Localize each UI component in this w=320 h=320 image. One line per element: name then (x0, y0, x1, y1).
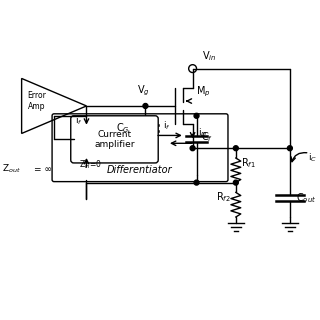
Circle shape (233, 146, 238, 151)
Circle shape (287, 146, 292, 151)
Text: i$_f$: i$_f$ (163, 119, 171, 132)
Circle shape (233, 180, 238, 185)
Text: M$_p$: M$_p$ (196, 84, 210, 99)
Circle shape (194, 180, 199, 185)
Text: Error
Amp: Error Amp (28, 91, 46, 111)
Circle shape (190, 146, 195, 151)
Text: Z$_{out}$: Z$_{out}$ (2, 163, 21, 175)
Text: i$_C$: i$_C$ (308, 151, 316, 164)
Text: R$_{f1}$: R$_{f1}$ (241, 156, 256, 170)
Text: V$_g$: V$_g$ (137, 84, 150, 98)
Text: Differentiator: Differentiator (107, 165, 173, 175)
Text: Current
amplifier: Current amplifier (94, 130, 135, 149)
Circle shape (143, 103, 148, 108)
Text: i$_D$: i$_D$ (198, 126, 208, 139)
Circle shape (194, 113, 199, 118)
Text: C$_f$: C$_f$ (202, 130, 213, 144)
Text: Z$_{in}$=0: Z$_{in}$=0 (79, 159, 102, 172)
Text: C$_G$: C$_G$ (116, 122, 130, 135)
Text: R$_{f2}$: R$_{f2}$ (216, 190, 231, 204)
Text: V$_{in}$: V$_{in}$ (203, 49, 217, 63)
Text: i$_f$: i$_f$ (75, 115, 83, 127)
FancyBboxPatch shape (71, 116, 158, 163)
FancyBboxPatch shape (52, 114, 228, 182)
Text: = ∞: = ∞ (34, 165, 52, 174)
Text: C$_{out}$: C$_{out}$ (296, 191, 316, 205)
